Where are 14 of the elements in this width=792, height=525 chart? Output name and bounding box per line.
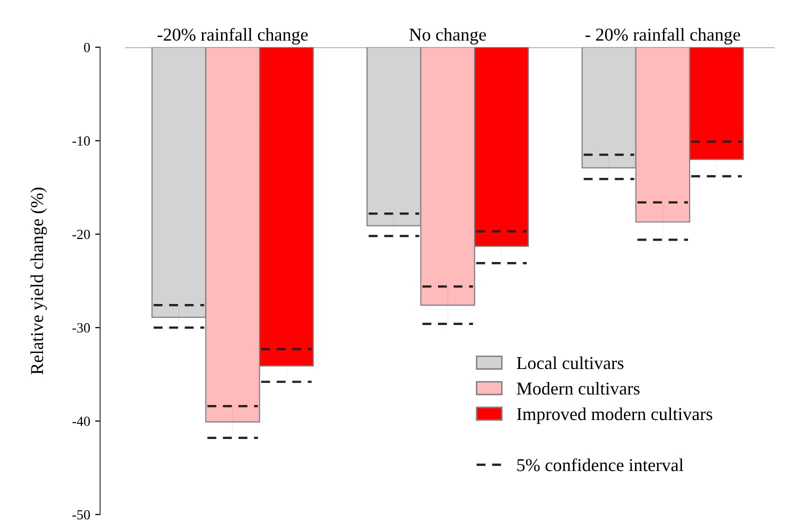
y-tick-label: -50 (72, 510, 90, 520)
y-tick-label: 0 (84, 42, 90, 52)
legend-label: Modern cultivars (516, 382, 640, 395)
legend-label: Improved modern cultivars (516, 407, 712, 424)
y-tick-label: -20 (72, 230, 90, 240)
x-tick-label: -20% rainfall change (158, 28, 308, 44)
annotation: 5% confidence interval (517, 458, 684, 472)
y-tick-label: -10 (72, 136, 90, 146)
x-tick-label: - 20% rainfall change (585, 28, 740, 44)
x-tick-label: No change (409, 28, 486, 44)
y-axis-title: Relative yield change (%) (30, 188, 47, 374)
y-tick-label: -40 (72, 416, 90, 426)
y-tick-label: -30 (72, 323, 90, 333)
legend-label: Local cultivars (516, 356, 624, 370)
